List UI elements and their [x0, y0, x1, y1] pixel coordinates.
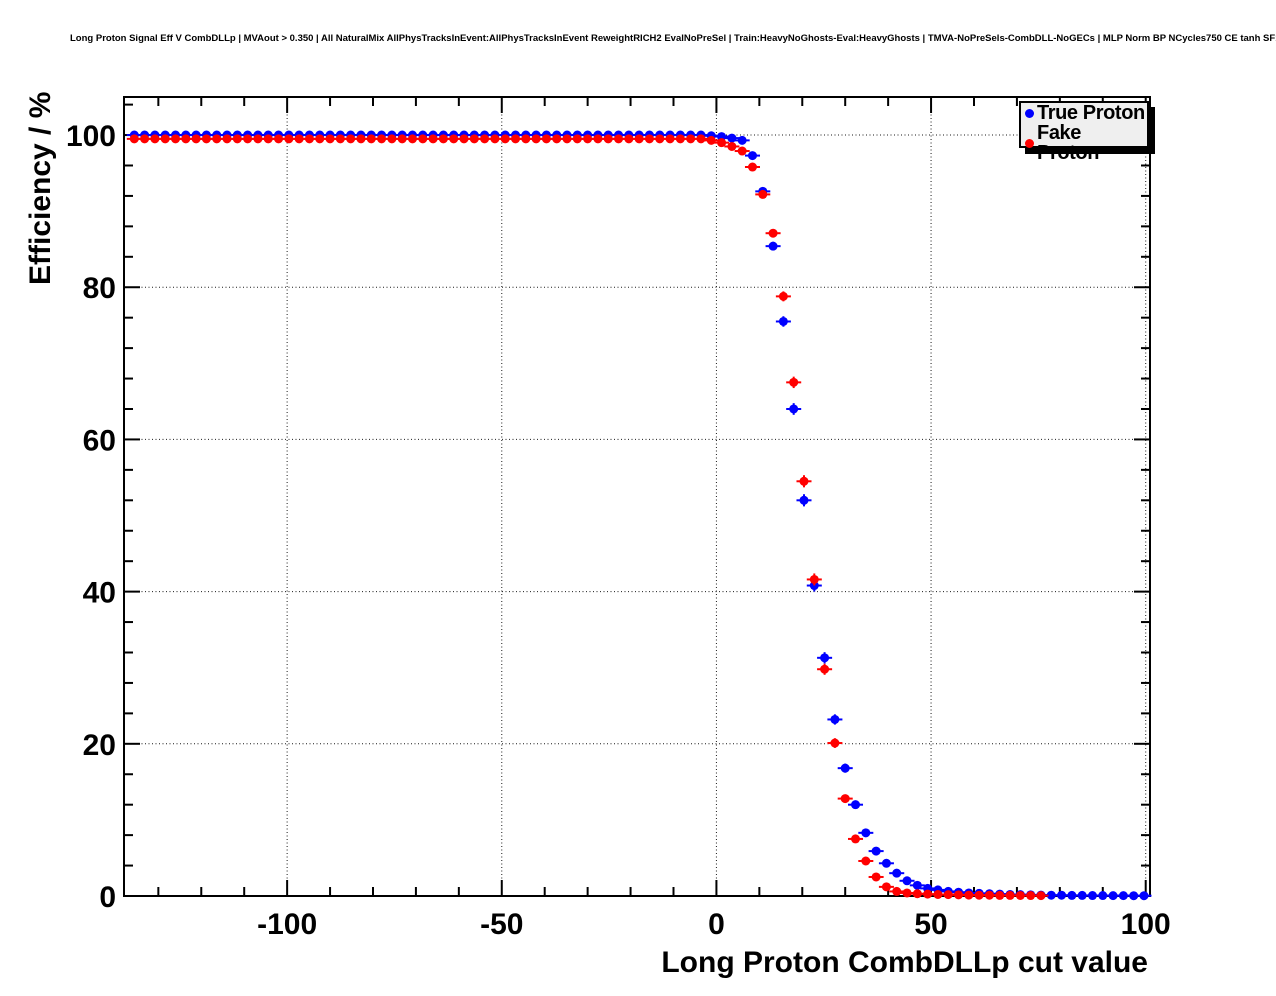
y-axis-title: Efficiency / % [24, 92, 57, 285]
y-tick-label: 40 [83, 577, 116, 610]
plot-frame [123, 96, 1151, 897]
x-tick-label: 0 [708, 908, 725, 941]
tick-labels: -100 -50 0 50 100 0 20 40 60 80 100 [66, 120, 1171, 941]
y-tick-label: 100 [66, 120, 116, 153]
legend-entry-fake-proton: Fake Proton [1025, 123, 1147, 163]
data-series [126, 130, 1152, 901]
y-tick-label: 20 [83, 729, 116, 762]
x-axis-title: Long Proton CombDLLp cut value [661, 946, 1148, 979]
gridlines [124, 97, 1150, 896]
fake-proton-marker-icon [1025, 138, 1034, 148]
x-tick-label: 100 [1121, 908, 1171, 941]
x-tick-label: 50 [914, 908, 947, 941]
y-tick-label: 80 [83, 272, 116, 305]
legend-entry-true-proton: True Proton [1025, 103, 1147, 123]
x-tick-label: -100 [257, 908, 317, 941]
legend: True Proton Fake Proton [1019, 101, 1149, 163]
y-tick-label: 0 [99, 881, 116, 914]
x-tick-label: -50 [480, 908, 523, 941]
series-fake-proton [126, 134, 1049, 901]
y-tick-label: 60 [83, 424, 116, 457]
page-title: Long Proton Signal Eff V CombDLLp | MVAo… [70, 33, 1276, 44]
legend-label: True Proton [1037, 102, 1145, 124]
true-proton-marker-icon [1025, 108, 1034, 118]
legend-label: Fake Proton [1037, 122, 1100, 164]
axis-ticks [124, 97, 1150, 897]
series-true-proton [126, 130, 1152, 901]
